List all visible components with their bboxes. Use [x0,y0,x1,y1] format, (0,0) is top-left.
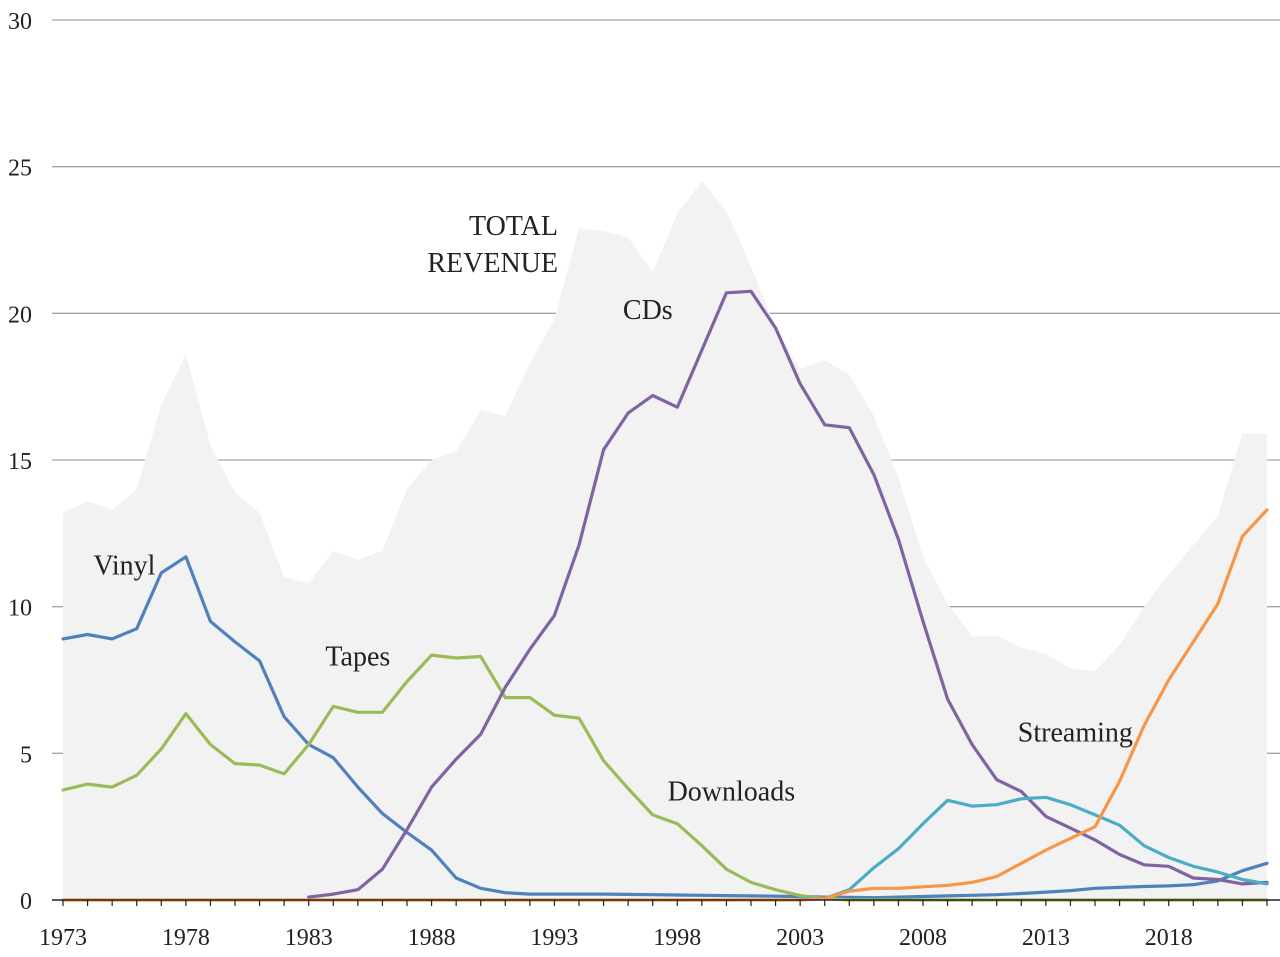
series-label-streaming: Streaming [1018,718,1133,749]
total-revenue-area [63,181,1267,901]
series-labels: TOTAL REVENUE Vinyl Tapes CDs Downloads Stream… [93,211,1133,807]
x-tick-label: 1988 [408,925,456,951]
total-revenue-label: REVENUE [427,248,558,279]
y-tick-label: 20 [8,302,32,328]
y-tick-label: 0 [20,889,32,915]
x-tick-label: 1978 [162,925,210,951]
series-label-downloads: Downloads [668,776,796,807]
series-line-vinyl [61,555,1269,900]
x-tick-label: 1973 [39,925,87,951]
y-tick-label: 30 [8,9,32,35]
series-label-cds: CDs [623,295,673,326]
x-tick-label: 2013 [1022,925,1070,951]
series-label-tapes: Tapes [325,641,390,672]
x-tick-label: 1998 [653,925,701,951]
series-line-downloads [798,795,1269,901]
y-tick-label: 15 [8,449,32,475]
x-tick-label: 2003 [776,925,824,951]
total-revenue-label: TOTAL [469,211,558,242]
total-revenue-area-shape [63,181,1267,901]
y-tick-label: 25 [8,156,32,182]
x-tick-label: 2008 [899,925,947,951]
x-tick-label: 2018 [1145,925,1193,951]
series-label-vinyl: Vinyl [93,550,155,581]
x-tick-label: 1983 [285,925,333,951]
y-tick-label: 5 [20,742,32,768]
axes: 0 5 10 15 20 25 30 1973 1978 1983 1988 1993 1998 2003… [8,9,1280,951]
series-line-cds [307,289,1269,899]
y-tick-label: 10 [8,596,32,622]
x-tick-label: 1993 [530,925,578,951]
